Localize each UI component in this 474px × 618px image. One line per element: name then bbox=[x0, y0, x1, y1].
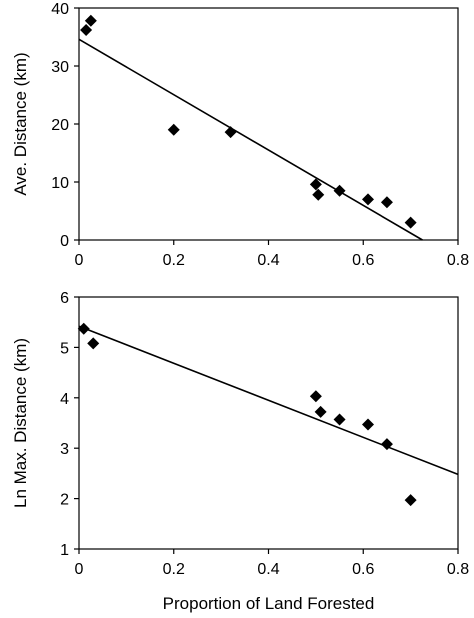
y-axis-label: Ln Max. Distance (km) bbox=[11, 338, 30, 508]
y-tick-label: 10 bbox=[51, 175, 69, 192]
data-point bbox=[380, 438, 393, 451]
x-tick-label: 0.6 bbox=[352, 561, 374, 578]
y-tick-label: 3 bbox=[60, 441, 69, 458]
x-tick-label: 0.8 bbox=[447, 561, 469, 578]
x-tick-label: 0 bbox=[75, 252, 84, 269]
trendline bbox=[78, 325, 459, 476]
y-tick-label: 40 bbox=[51, 1, 69, 18]
data-point bbox=[87, 337, 100, 350]
y-tick-label: 2 bbox=[60, 492, 69, 509]
data-point bbox=[77, 322, 90, 335]
data-point bbox=[333, 184, 346, 197]
data-point bbox=[224, 126, 237, 139]
plot-frame bbox=[78, 296, 459, 550]
top-chart: 0 10 20 30 40 0 0.2 0.4 0.6 0.8 Ave. Distance (km) bbox=[11, 1, 469, 269]
trendline bbox=[78, 38, 423, 241]
x-tick-label: 0 bbox=[75, 561, 84, 578]
y-tick-label: 5 bbox=[60, 340, 69, 357]
y-tick-label: 4 bbox=[60, 391, 69, 408]
data-point bbox=[80, 24, 93, 37]
y-tick-label: 20 bbox=[51, 117, 69, 134]
bottom-chart: 1 2 3 4 5 6 0 0.2 0.4 0.6 0.8 Ln Max. Distance (km)… bbox=[11, 290, 469, 613]
data-point bbox=[314, 405, 327, 418]
plot-frame bbox=[78, 7, 459, 241]
data-point bbox=[404, 216, 417, 229]
data-point bbox=[333, 413, 346, 426]
y-axis-label: Ave. Distance (km) bbox=[11, 52, 30, 195]
data-point bbox=[167, 123, 180, 136]
x-tick-label: 0.6 bbox=[352, 252, 374, 269]
data-point bbox=[404, 494, 417, 507]
data-point bbox=[312, 188, 325, 201]
data-point bbox=[309, 178, 322, 191]
x-tick-label: 0.8 bbox=[447, 252, 469, 269]
data-point bbox=[309, 390, 322, 403]
data-point bbox=[380, 196, 393, 209]
x-tick-label: 0.2 bbox=[163, 561, 185, 578]
x-axis-label: Proportion of Land Forested bbox=[163, 594, 375, 613]
y-tick-label: 30 bbox=[51, 59, 69, 76]
data-point bbox=[361, 418, 374, 431]
x-tick-label: 0.4 bbox=[257, 252, 279, 269]
data-point bbox=[84, 14, 97, 27]
y-tick-label: 0 bbox=[60, 233, 69, 250]
y-tick-label: 1 bbox=[60, 542, 69, 559]
data-point bbox=[361, 193, 374, 206]
x-tick-label: 0.4 bbox=[257, 561, 279, 578]
x-tick-label: 0.2 bbox=[163, 252, 185, 269]
y-tick-label: 6 bbox=[60, 290, 69, 307]
